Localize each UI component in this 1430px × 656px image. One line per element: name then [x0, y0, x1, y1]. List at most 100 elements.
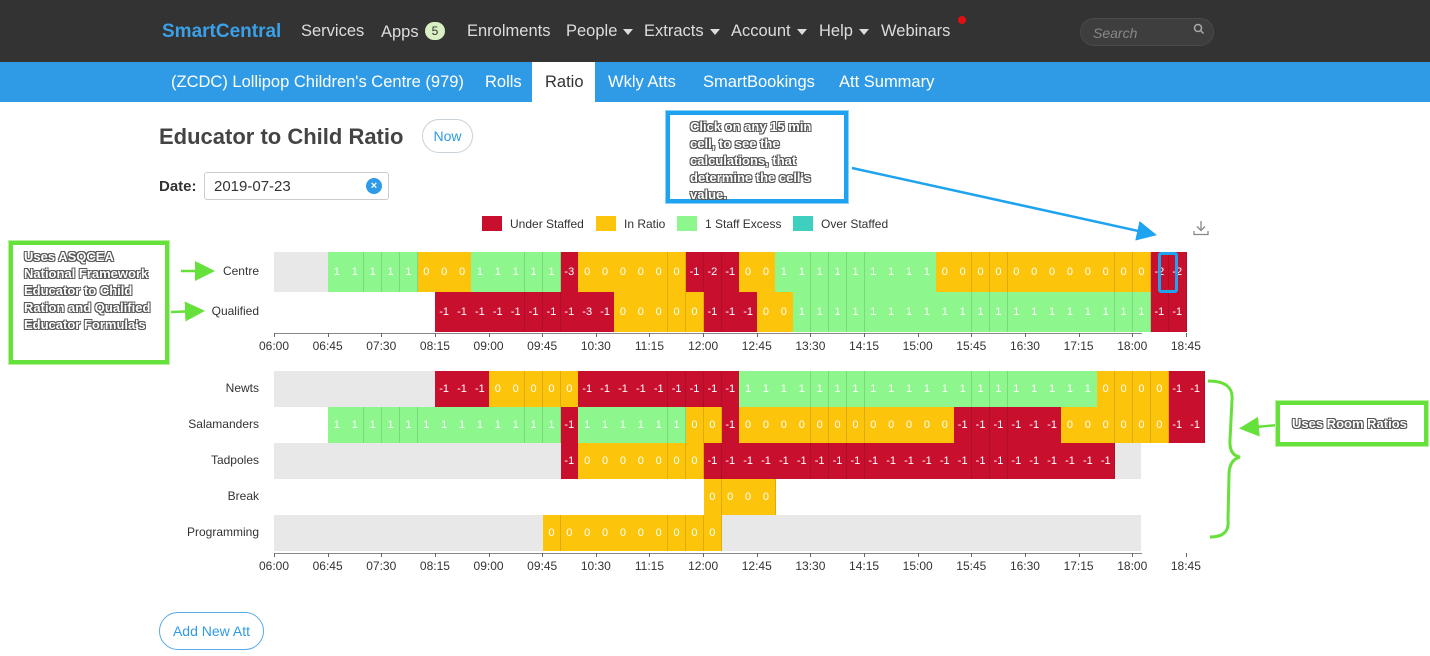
ratio-cell[interactable]: -1 [596, 292, 615, 332]
legend-in-ratio[interactable]: In Ratio [596, 216, 665, 232]
ratio-cell[interactable]: -1 [828, 443, 848, 479]
ratio-cell[interactable]: 1 [381, 407, 401, 443]
ratio-cell[interactable]: -1 [721, 443, 740, 479]
ratio-cell[interactable]: 0 [1007, 252, 1027, 292]
ratio-cell[interactable]: 0 [1150, 407, 1170, 443]
ratio-cell[interactable]: -1 [560, 443, 580, 479]
ratio-cell[interactable]: -1 [453, 371, 472, 407]
nav-apps[interactable]: Apps 5 [381, 22, 446, 42]
ratio-cell[interactable]: 1 [882, 371, 901, 407]
ratio-cell[interactable]: 1 [757, 371, 776, 407]
ratio-cell[interactable]: 1 [649, 407, 669, 443]
ratio-cell[interactable]: 0 [667, 515, 687, 551]
tab-smartbookings[interactable]: SmartBookings [703, 73, 815, 91]
ratio-cell[interactable]: 1 [864, 252, 883, 292]
ratio-cell[interactable]: 0 [703, 479, 723, 515]
ratio-cell[interactable]: -1 [667, 371, 687, 407]
ratio-cell[interactable]: 1 [506, 407, 526, 443]
ratio-cell[interactable]: 0 [757, 479, 776, 515]
ratio-cell[interactable]: 0 [649, 252, 669, 292]
ratio-cell[interactable]: -1 [471, 292, 490, 332]
ratio-cell[interactable]: 1 [1096, 292, 1116, 332]
ratio-cell[interactable]: 0 [685, 443, 705, 479]
ratio-cell[interactable]: -1 [1186, 371, 1205, 407]
ratio-cell[interactable]: 0 [846, 407, 866, 443]
ratio-cell[interactable]: 0 [685, 407, 705, 443]
ratio-cell[interactable]: 0 [614, 292, 633, 332]
ratio-cell[interactable]: 0 [721, 479, 740, 515]
ratio-cell[interactable]: 1 [936, 371, 955, 407]
ratio-cell[interactable]: 1 [542, 252, 562, 292]
tab-wkly-atts[interactable]: Wkly Atts [608, 73, 676, 91]
ratio-cell[interactable]: -1 [953, 407, 973, 443]
ratio-cell[interactable]: 1 [381, 252, 401, 292]
nav-webinars[interactable]: Webinars [881, 22, 950, 41]
legend-under-staffed[interactable]: Under Staffed [482, 216, 584, 232]
ratio-cell[interactable]: 1 [1043, 292, 1062, 332]
search-box[interactable] [1080, 18, 1214, 46]
ratio-cell[interactable]: 1 [542, 407, 562, 443]
now-button[interactable]: Now [422, 119, 473, 153]
ratio-cell[interactable]: -1 [1043, 407, 1062, 443]
ratio-cell[interactable]: 1 [793, 252, 812, 292]
ratio-cell[interactable]: -1 [560, 407, 580, 443]
ratio-cell[interactable]: 1 [828, 371, 848, 407]
ratio-cell[interactable]: 1 [793, 371, 812, 407]
ratio-cell[interactable]: 1 [846, 252, 866, 292]
ratio-cell[interactable]: 1 [989, 371, 1009, 407]
ratio-cell[interactable]: 0 [667, 252, 687, 292]
ratio-cell[interactable]: 0 [578, 443, 597, 479]
ratio-cell[interactable]: -1 [936, 443, 955, 479]
ratio-cell[interactable]: 1 [989, 292, 1009, 332]
ratio-cell[interactable]: 0 [1132, 371, 1152, 407]
nav-people[interactable]: People [566, 22, 634, 41]
ratio-cell[interactable]: 1 [1007, 292, 1027, 332]
ratio-cell[interactable]: 0 [757, 252, 776, 292]
ratio-cell[interactable]: -1 [810, 443, 830, 479]
ratio-cell[interactable]: -1 [846, 443, 866, 479]
ratio-cell[interactable]: 1 [346, 252, 365, 292]
ratio-cell[interactable]: 0 [739, 479, 758, 515]
ratio-cell[interactable]: 0 [739, 252, 758, 292]
ratio-cell[interactable]: 0 [578, 252, 597, 292]
ratio-cell[interactable]: 0 [864, 407, 883, 443]
ratio-cell[interactable]: 1 [810, 252, 830, 292]
ratio-cell[interactable]: -1 [971, 443, 991, 479]
ratio-cell[interactable]: 1 [667, 407, 687, 443]
ratio-cell[interactable]: 0 [936, 252, 955, 292]
ratio-cell[interactable]: -1 [721, 407, 740, 443]
ratio-cell[interactable]: 0 [971, 252, 991, 292]
ratio-cell[interactable]: 0 [542, 515, 562, 551]
ratio-cell[interactable]: 1 [1079, 292, 1098, 332]
ratio-cell[interactable]: 0 [936, 407, 955, 443]
ratio-cell[interactable]: 0 [649, 515, 669, 551]
ratio-cell[interactable]: 0 [578, 515, 597, 551]
ratio-cell[interactable]: 0 [435, 252, 454, 292]
ratio-cell[interactable]: 1 [900, 292, 919, 332]
add-new-att-button[interactable]: Add New Att [159, 612, 264, 650]
ratio-cell[interactable]: 0 [1114, 252, 1134, 292]
ratio-cell[interactable]: 1 [506, 252, 526, 292]
ratio-cell[interactable]: 1 [971, 371, 991, 407]
ratio-cell[interactable]: 1 [739, 371, 758, 407]
ratio-cell[interactable]: 1 [435, 407, 454, 443]
search-input[interactable] [1091, 24, 1185, 42]
ratio-cell[interactable]: 0 [1061, 252, 1080, 292]
ratio-cell[interactable]: 1 [1007, 371, 1027, 407]
ratio-cell[interactable]: 1 [828, 292, 848, 332]
ratio-cell[interactable]: 0 [649, 443, 669, 479]
ratio-cell[interactable]: 1 [971, 292, 991, 332]
ratio-cell[interactable]: 0 [506, 371, 526, 407]
ratio-cell[interactable]: 1 [614, 407, 633, 443]
ratio-cell[interactable]: -1 [989, 443, 1009, 479]
ratio-cell[interactable]: 0 [703, 515, 723, 551]
nav-account[interactable]: Account [731, 22, 807, 41]
ratio-cell[interactable]: -1 [1168, 371, 1187, 407]
ratio-cell[interactable]: -1 [739, 443, 758, 479]
ratio-cell[interactable]: 0 [542, 371, 562, 407]
ratio-cell[interactable]: 0 [667, 443, 687, 479]
ratio-cell[interactable]: -1 [614, 371, 633, 407]
ratio-cell[interactable]: 1 [953, 371, 973, 407]
ratio-cell[interactable]: -1 [882, 443, 901, 479]
ratio-cell[interactable]: 0 [596, 252, 615, 292]
